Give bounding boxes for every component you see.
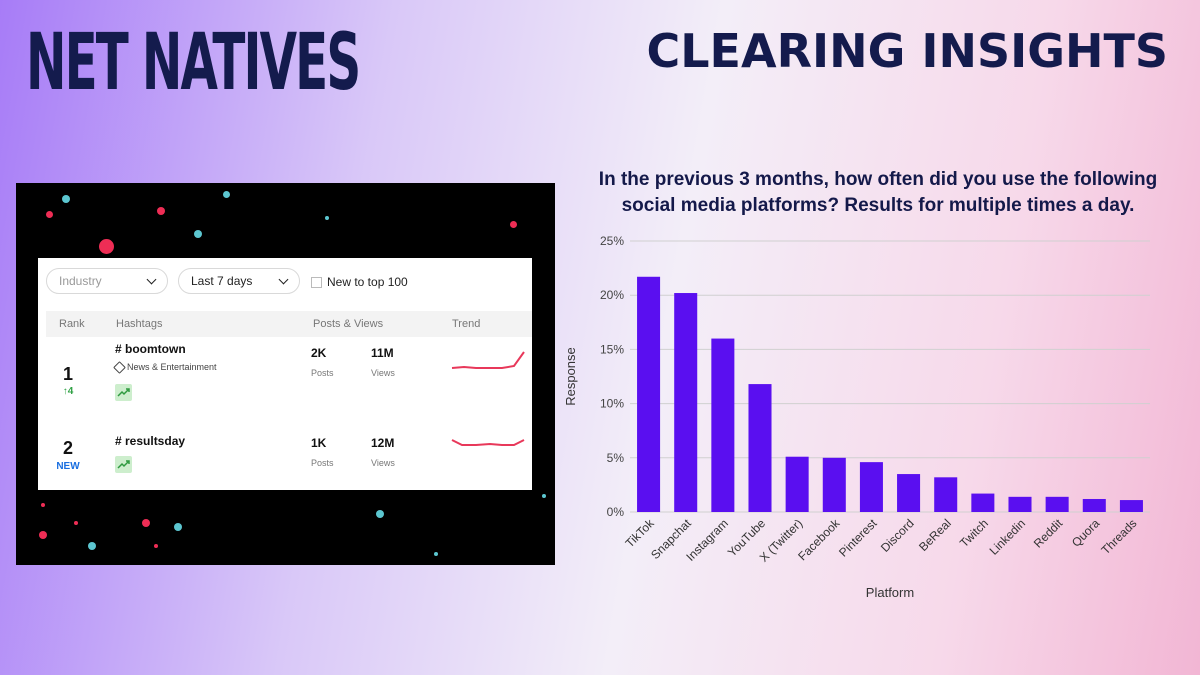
bar bbox=[897, 474, 921, 512]
y-tick-label: 25% bbox=[600, 234, 624, 248]
trend-sparkline bbox=[451, 439, 525, 446]
checkbox-box[interactable] bbox=[311, 276, 322, 288]
column-header: Posts & Views bbox=[313, 318, 384, 330]
posts-label: Posts bbox=[311, 368, 334, 378]
x-tick-label: TikTok bbox=[623, 516, 658, 551]
confetti-dot bbox=[325, 216, 329, 220]
hashtag-name[interactable]: # boomtown bbox=[115, 342, 186, 356]
x-tick-label: Reddit bbox=[1031, 516, 1066, 551]
table-row[interactable]: 2 NEW # resultsday 1K Posts 12M Views bbox=[38, 428, 532, 484]
x-tick-label: Facebook bbox=[795, 516, 843, 564]
confetti-dot bbox=[154, 544, 158, 548]
views-count: 12M bbox=[371, 436, 395, 450]
x-tick-label: Quora bbox=[1069, 516, 1103, 550]
y-tick-label: 20% bbox=[600, 288, 624, 302]
confetti-dot bbox=[510, 221, 517, 228]
checkbox-label: New to top 100 bbox=[327, 275, 408, 289]
rank-change: NEW bbox=[56, 461, 80, 472]
y-axis-label: Response bbox=[563, 347, 578, 406]
bar bbox=[859, 462, 883, 512]
x-axis-label: Platform bbox=[866, 585, 914, 600]
confetti-dot bbox=[157, 207, 165, 215]
rank-number: 1 bbox=[62, 364, 73, 384]
views-label: Views bbox=[371, 458, 395, 468]
confetti-dot bbox=[99, 239, 114, 254]
x-tick-label: Threads bbox=[1099, 516, 1140, 557]
posts-count: 2K bbox=[311, 346, 327, 360]
bar bbox=[1119, 500, 1143, 512]
table-header: Rank Hashtags Posts & Views Trend bbox=[46, 311, 532, 337]
screenshot-panel: Industry Last 7 days New to top 100 Rank… bbox=[16, 183, 555, 565]
period-select[interactable]: Last 7 days bbox=[178, 268, 300, 294]
rank-change: ↑4 bbox=[62, 386, 74, 397]
hashtag-table: Industry Last 7 days New to top 100 Rank… bbox=[38, 258, 532, 490]
industry-select-label: Industry bbox=[59, 274, 102, 288]
bar bbox=[934, 477, 958, 512]
posts-label: Posts bbox=[311, 458, 334, 468]
bar bbox=[1082, 498, 1106, 512]
trend-sparkline bbox=[451, 351, 525, 369]
bar bbox=[748, 384, 772, 512]
tag-icon bbox=[113, 360, 126, 374]
x-tick-label: Twitch bbox=[957, 516, 991, 550]
confetti-dot bbox=[174, 523, 182, 531]
bar bbox=[711, 338, 735, 512]
confetti-dot bbox=[223, 191, 230, 198]
confetti-dot bbox=[41, 503, 45, 507]
confetti-dot bbox=[74, 521, 78, 525]
confetti-dot bbox=[39, 531, 47, 539]
confetti-dot bbox=[434, 552, 438, 556]
confetti-dot bbox=[194, 230, 202, 238]
chart-title: In the previous 3 months, how often did … bbox=[598, 169, 1158, 216]
column-header: Trend bbox=[452, 318, 481, 330]
chevron-down-icon bbox=[278, 274, 289, 285]
bar bbox=[1045, 496, 1069, 512]
y-tick-label: 0% bbox=[607, 505, 625, 519]
column-header: Rank bbox=[59, 318, 85, 330]
period-select-label: Last 7 days bbox=[191, 274, 253, 288]
x-tick-label: Linkedin bbox=[987, 516, 1029, 558]
confetti-dot bbox=[142, 519, 150, 527]
confetti-dot bbox=[88, 542, 96, 550]
y-tick-label: 5% bbox=[607, 451, 625, 465]
bar bbox=[1008, 496, 1032, 512]
x-tick-label: Pinterest bbox=[836, 516, 880, 560]
posts-count: 1K bbox=[311, 436, 327, 450]
bar bbox=[785, 456, 809, 512]
trending-badge-icon bbox=[115, 384, 132, 401]
page-headline: CLEARING INSIGHTS bbox=[646, 24, 1168, 78]
industry-select[interactable]: Industry bbox=[46, 268, 168, 294]
views-label: Views bbox=[371, 368, 395, 378]
x-tick-label: Discord bbox=[878, 516, 917, 555]
confetti-dot bbox=[542, 494, 546, 498]
y-tick-label: 10% bbox=[600, 397, 624, 411]
trending-badge-icon bbox=[115, 456, 132, 473]
bar bbox=[674, 293, 698, 512]
x-tick-label: BeReal bbox=[916, 516, 954, 554]
confetti-dot bbox=[46, 211, 53, 218]
bar bbox=[971, 493, 995, 512]
bar bbox=[822, 457, 846, 512]
new-to-top-checkbox[interactable]: New to top 100 bbox=[311, 275, 408, 289]
hashtag-name[interactable]: # resultsday bbox=[115, 434, 186, 448]
bar-chart: 0%5%10%15%20%25%TikTokSnapchatInstagramY… bbox=[563, 234, 1150, 600]
brand-logo: NET NATIVES bbox=[26, 18, 361, 108]
views-count: 11M bbox=[371, 346, 394, 360]
confetti-dot bbox=[376, 510, 384, 518]
confetti-dot bbox=[62, 195, 70, 203]
chevron-down-icon bbox=[146, 274, 157, 285]
column-header: Hashtags bbox=[116, 318, 163, 330]
hashtag-category: News & Entertainment bbox=[113, 360, 217, 374]
rank-number: 2 bbox=[62, 438, 73, 458]
category-label: News & Entertainment bbox=[127, 362, 217, 372]
table-row[interactable]: 1 ↑4 # boomtown News & Entertainment 2K … bbox=[38, 342, 532, 420]
y-tick-label: 15% bbox=[600, 342, 624, 356]
bar bbox=[637, 276, 661, 512]
